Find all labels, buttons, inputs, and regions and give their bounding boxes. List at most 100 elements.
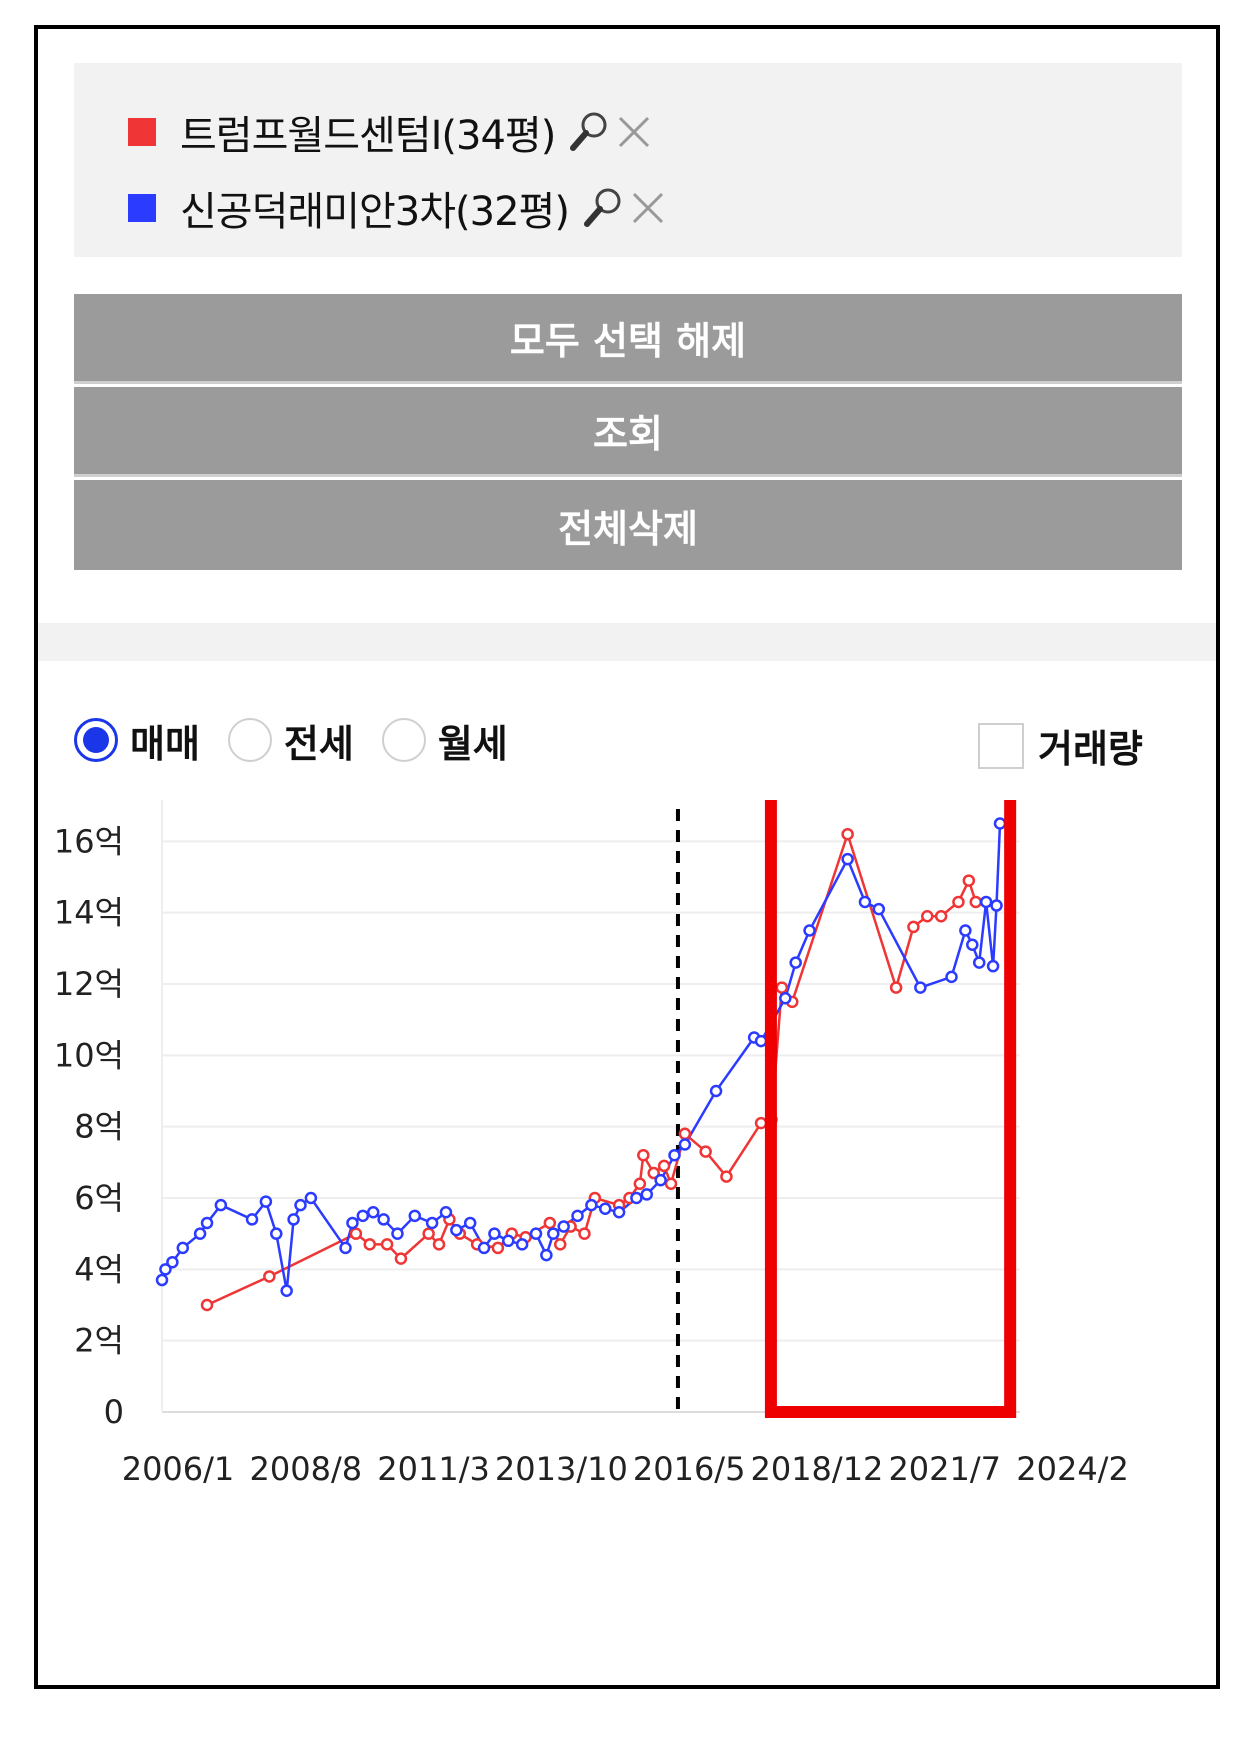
radio-jeonse[interactable]: 전세 [227,713,354,768]
radio-sale[interactable]: 매매 [74,713,200,768]
data-point[interactable] [540,1248,553,1262]
data-point[interactable] [491,1241,505,1255]
data-point[interactable] [789,956,802,969]
data-point[interactable] [543,1216,557,1230]
data-point[interactable] [754,1034,768,1048]
data-point[interactable] [176,1241,190,1255]
data-point[interactable] [972,956,986,969]
data-point[interactable] [841,827,854,841]
data-point[interactable] [578,1227,591,1240]
data-point[interactable] [993,817,1007,830]
data-point[interactable] [654,1173,667,1187]
data-point[interactable] [214,1198,228,1212]
data-point[interactable] [553,1238,567,1251]
data-point[interactable] [432,1238,446,1251]
data-point[interactable] [979,895,993,909]
data-point[interactable] [969,895,983,909]
close-icon[interactable] [629,189,667,227]
data-point[interactable] [450,1223,463,1237]
data-point[interactable] [585,1198,598,1212]
data-point[interactable] [633,1177,647,1190]
data-point[interactable] [529,1227,543,1240]
data-point[interactable] [159,1263,172,1276]
volume-checkbox[interactable] [978,722,1024,769]
data-point[interactable] [945,970,958,984]
data-point[interactable] [664,1177,678,1190]
data-point[interactable] [598,1202,612,1215]
deselect-all-button[interactable]: 모두 선택 해제 [74,294,1182,384]
delete-all-button[interactable]: 전체삭제 [74,480,1182,570]
volume-toggle[interactable]: 거래량 [978,718,1143,773]
data-point[interactable] [907,920,920,934]
data-point[interactable] [637,1148,650,1162]
data-point[interactable] [612,1206,626,1219]
data-point[interactable] [640,1188,654,1201]
data-point[interactable] [547,1227,560,1240]
radio-monthly-rent[interactable]: 월세 [381,713,508,768]
data-point[interactable] [422,1227,435,1240]
data-point[interactable] [366,1206,380,1219]
data-point[interactable] [872,902,886,916]
data-point[interactable] [346,1216,359,1230]
data-point[interactable] [502,1234,515,1248]
data-point[interactable] [245,1213,259,1226]
data-point[interactable] [858,895,872,909]
data-point[interactable] [921,909,934,923]
data-point[interactable] [647,1166,660,1180]
data-point[interactable] [263,1270,276,1283]
data-point[interactable] [515,1238,529,1251]
data-point[interactable] [380,1238,394,1251]
data-point[interactable] [952,895,965,909]
data-point[interactable] [889,981,903,994]
data-point[interactable] [200,1298,214,1312]
data-point[interactable] [408,1209,422,1223]
data-point[interactable] [678,1127,692,1141]
data-point[interactable] [287,1213,300,1226]
data-point[interactable] [488,1227,501,1240]
data-point[interactable] [280,1284,293,1297]
data-point[interactable] [668,1148,681,1162]
data-point[interactable] [200,1216,214,1230]
radio-unselected-icon[interactable] [227,718,272,762]
data-point[interactable] [959,924,972,937]
data-point[interactable] [720,1170,733,1183]
data-point[interactable] [259,1195,273,1208]
data-point[interactable] [962,874,976,887]
data-point[interactable] [709,1084,723,1098]
data-point[interactable] [678,1138,692,1151]
radio-unselected-icon[interactable] [381,718,426,762]
data-point[interactable] [377,1213,390,1226]
data-point[interactable] [775,981,789,994]
data-point[interactable] [630,1191,643,1205]
data-point[interactable] [990,899,1003,912]
data-point[interactable] [166,1255,179,1269]
radio-selected-icon[interactable] [74,718,118,762]
data-point[interactable] [356,1209,370,1223]
data-point[interactable] [803,924,816,937]
data-point[interactable] [463,1216,477,1230]
magnifier-icon[interactable] [581,186,625,230]
data-point[interactable] [841,852,854,866]
data-point[interactable] [349,1227,363,1240]
data-point[interactable] [155,1273,169,1287]
data-point[interactable] [779,992,792,1005]
data-point[interactable] [394,1252,408,1265]
data-point[interactable] [363,1238,377,1251]
data-point[interactable] [914,981,927,994]
data-point[interactable] [657,1159,671,1173]
data-point[interactable] [557,1220,570,1233]
data-point[interactable] [986,959,1000,973]
search-button[interactable]: 조회 [74,387,1182,477]
data-point[interactable] [391,1227,404,1240]
data-point[interactable] [425,1216,439,1230]
data-point[interactable] [754,1116,768,1130]
close-icon[interactable] [615,113,653,151]
data-point[interactable] [699,1145,712,1158]
data-point[interactable] [304,1191,318,1205]
data-point[interactable] [193,1227,207,1240]
magnifier-icon[interactable] [567,110,611,154]
data-point[interactable] [934,909,948,923]
data-point[interactable] [966,938,979,952]
data-point[interactable] [439,1206,453,1219]
data-point[interactable] [294,1198,307,1212]
